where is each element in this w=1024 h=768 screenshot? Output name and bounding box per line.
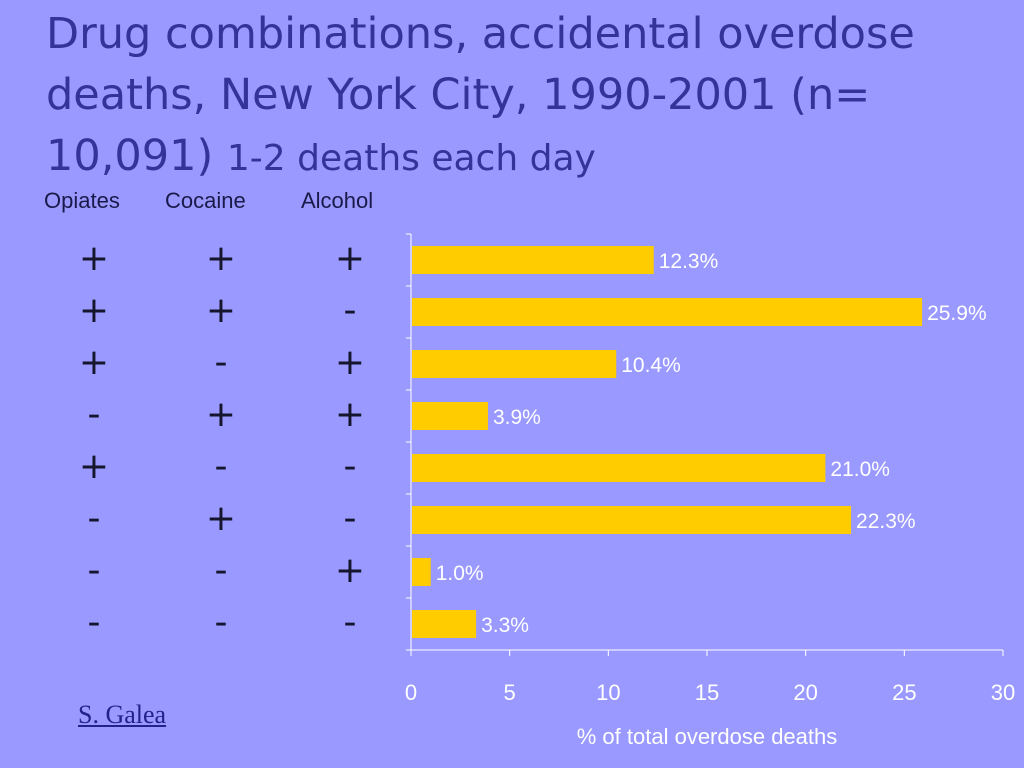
combination-cell: + — [78, 238, 110, 279]
bar-data-label: 12.3% — [659, 250, 719, 273]
author-credit-link[interactable]: S. Galea — [78, 700, 167, 729]
combination-cell: + — [205, 498, 237, 539]
bar — [412, 506, 852, 534]
bar-data-label: 25.9% — [927, 302, 987, 325]
combination-cell: - — [214, 446, 228, 487]
bar-data-label: 3.3% — [481, 614, 529, 637]
bar — [412, 350, 617, 378]
combination-cell: - — [87, 498, 101, 539]
bar — [412, 298, 923, 326]
combination-cell: - — [343, 602, 357, 643]
combination-cell: - — [87, 602, 101, 643]
x-tick-label: 10 — [596, 680, 620, 705]
column-header-cocaine: Cocaine — [165, 188, 246, 213]
column-header-opiates: Opiates — [44, 188, 120, 213]
combination-cell: + — [205, 394, 237, 435]
combination-cell: + — [205, 238, 237, 279]
combination-cell: - — [343, 498, 357, 539]
combination-cell: + — [334, 550, 366, 591]
x-tick-label: 25 — [892, 680, 916, 705]
combination-cell: + — [78, 446, 110, 487]
bar-data-label: 22.3% — [856, 510, 916, 533]
combination-cell: - — [214, 550, 228, 591]
combination-cell: + — [78, 290, 110, 331]
x-tick-label: 0 — [405, 680, 417, 705]
x-axis-title: % of total overdose deaths — [577, 724, 838, 749]
x-tick-label: 20 — [793, 680, 817, 705]
combination-cell: + — [334, 342, 366, 383]
bar-data-label: 1.0% — [436, 562, 484, 585]
combination-cell: + — [205, 290, 237, 331]
bar-data-label: 21.0% — [830, 458, 890, 481]
bar-data-label: 10.4% — [621, 354, 681, 377]
bar — [412, 454, 826, 482]
x-tick-label: 15 — [695, 680, 719, 705]
bar — [412, 246, 654, 274]
slide-title-main: Drug combinations, accidental overdose d… — [46, 9, 915, 181]
combination-cell: + — [334, 238, 366, 279]
column-header-alcohol: Alcohol — [301, 188, 374, 213]
combination-cell: - — [214, 342, 228, 383]
slide-subtitle: 1-2 deaths each day — [226, 138, 596, 179]
combination-cell: - — [343, 446, 357, 487]
x-tick-label: 5 — [504, 680, 516, 705]
bar-data-label: 3.9% — [493, 406, 541, 429]
slide-title: Drug combinations, accidental overdose d… — [46, 4, 1006, 189]
combination-cell: - — [214, 602, 228, 643]
combination-cell: - — [87, 394, 101, 435]
x-tick-label: 30 — [991, 680, 1015, 705]
bar — [412, 558, 431, 586]
combination-cell: - — [87, 550, 101, 591]
combination-cell: + — [78, 342, 110, 383]
combination-cell: - — [343, 290, 357, 331]
bar — [412, 402, 488, 430]
bar — [412, 610, 477, 638]
combination-cell: + — [334, 394, 366, 435]
